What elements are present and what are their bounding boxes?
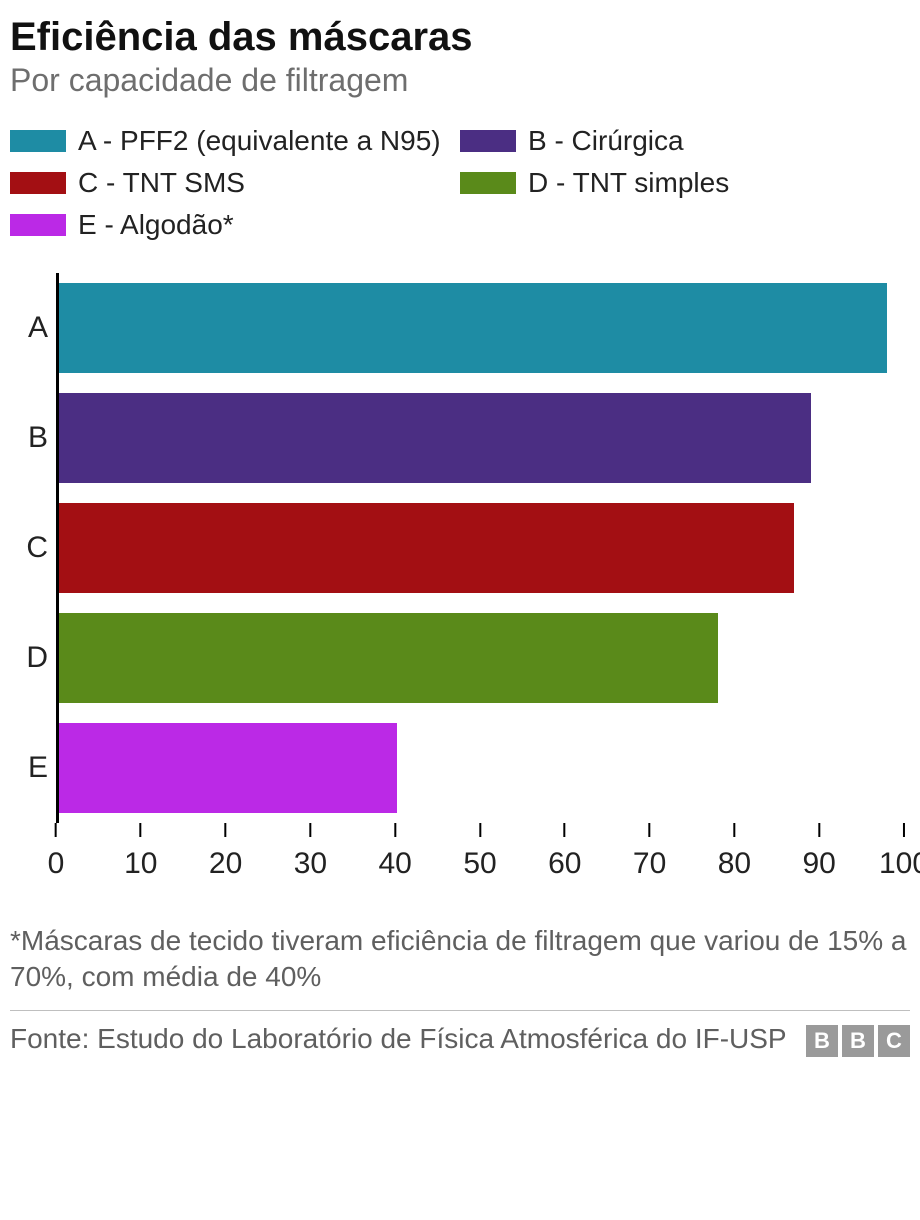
bbc-logo-box: C [878, 1025, 910, 1057]
legend-item: D - TNT simples [460, 167, 910, 199]
x-tick-label: 60 [548, 847, 581, 881]
x-tick-label: 100 [879, 847, 920, 881]
divider [10, 1010, 910, 1011]
x-tick: 50 [463, 823, 496, 881]
bar-row [59, 613, 904, 703]
bar [59, 723, 397, 813]
x-tick-label: 0 [48, 847, 65, 881]
x-tick-mark [818, 823, 820, 837]
x-tick: 10 [124, 823, 157, 881]
x-tick-mark [649, 823, 651, 837]
bar [59, 393, 811, 483]
bbc-logo-box: B [806, 1025, 838, 1057]
x-tick-mark [479, 823, 481, 837]
x-tick-mark [564, 823, 566, 837]
x-tick: 70 [633, 823, 666, 881]
x-tick: 30 [294, 823, 327, 881]
legend-swatch [10, 130, 66, 152]
legend-label: E - Algodão* [78, 209, 234, 241]
y-axis-label: E [10, 751, 48, 785]
source-text: Fonte: Estudo do Laboratório de Física A… [10, 1021, 794, 1057]
legend: A - PFF2 (equivalente a N95) B - Cirúrgic… [10, 125, 910, 251]
x-tick-mark [903, 823, 905, 837]
legend-item: B - Cirúrgica [460, 125, 910, 157]
x-tick-mark [394, 823, 396, 837]
y-axis-label: B [10, 421, 48, 455]
bar [59, 503, 794, 593]
legend-item: E - Algodão* [10, 209, 460, 241]
legend-swatch [10, 172, 66, 194]
bar-row [59, 393, 904, 483]
x-tick-mark [309, 823, 311, 837]
chart-title: Eficiência das máscaras [10, 14, 910, 60]
bar [59, 613, 718, 703]
x-tick: 40 [379, 823, 412, 881]
bar [59, 283, 887, 373]
bar-row [59, 723, 904, 813]
x-tick: 90 [803, 823, 836, 881]
x-tick: 60 [548, 823, 581, 881]
legend-swatch [460, 172, 516, 194]
x-tick-label: 80 [718, 847, 751, 881]
bbc-logo: BBC [806, 1021, 910, 1057]
footnote: *Máscaras de tecido tiveram eficiência d… [10, 923, 910, 996]
x-tick: 20 [209, 823, 242, 881]
x-tick-label: 30 [294, 847, 327, 881]
legend-item: A - PFF2 (equivalente a N95) [10, 125, 460, 157]
y-axis-label: A [10, 311, 48, 345]
x-tick: 0 [48, 823, 65, 881]
x-tick-label: 50 [463, 847, 496, 881]
x-tick: 80 [718, 823, 751, 881]
bar-row [59, 503, 904, 593]
x-axis: 0102030405060708090100 [56, 823, 904, 893]
legend-label: B - Cirúrgica [528, 125, 684, 157]
x-tick-mark [225, 823, 227, 837]
y-axis-label: D [10, 641, 48, 675]
bar-row [59, 283, 904, 373]
legend-swatch [460, 130, 516, 152]
x-tick: 100 [879, 823, 920, 881]
x-tick-label: 70 [633, 847, 666, 881]
legend-label: D - TNT simples [528, 167, 729, 199]
bar-chart: ABCDE 0102030405060708090100 [10, 273, 910, 893]
x-tick-mark [733, 823, 735, 837]
x-tick-mark [55, 823, 57, 837]
plot-area [56, 273, 904, 823]
x-tick-label: 40 [379, 847, 412, 881]
x-tick-label: 20 [209, 847, 242, 881]
bbc-logo-box: B [842, 1025, 874, 1057]
legend-swatch [10, 214, 66, 236]
chart-subtitle: Por capacidade de filtragem [10, 62, 910, 99]
legend-label: C - TNT SMS [78, 167, 245, 199]
legend-item: C - TNT SMS [10, 167, 460, 199]
y-axis-label: C [10, 531, 48, 565]
x-tick-label: 10 [124, 847, 157, 881]
x-tick-mark [140, 823, 142, 837]
legend-label: A - PFF2 (equivalente a N95) [78, 125, 441, 157]
x-tick-label: 90 [803, 847, 836, 881]
